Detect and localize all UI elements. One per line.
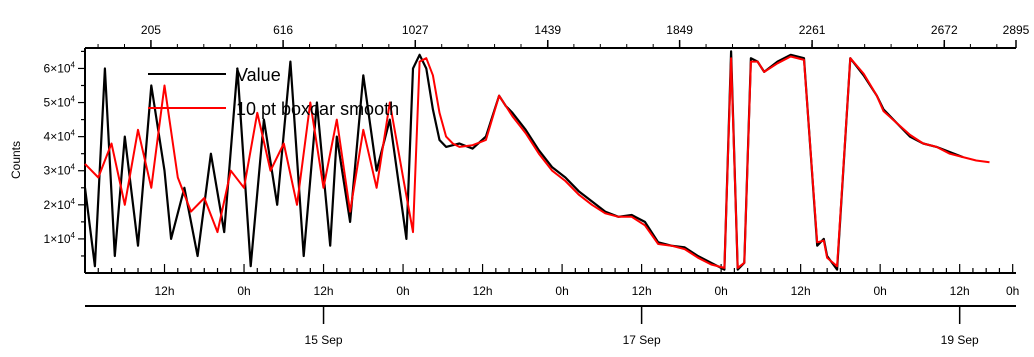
y-tick-label: 1×104 [44, 231, 76, 246]
plot-frame [85, 48, 1016, 273]
date-tick-label: 19 Sep [941, 333, 979, 347]
series-layer [85, 51, 990, 269]
y-tick-exponent: 4 [71, 231, 76, 240]
y-axis-label: Counts [9, 141, 23, 179]
y-tick-label: 2×104 [44, 197, 76, 212]
legend-label: Value [236, 65, 281, 85]
x-tick-label: 12h [314, 284, 334, 298]
top-axis: 205 616 1027 1439 1849 2261 2672 2895 [98, 23, 1030, 48]
top-tick-label: 205 [141, 23, 161, 37]
series-line [85, 51, 963, 269]
top-tick-label: 2672 [931, 23, 958, 37]
y-tick-exponent: 4 [71, 60, 76, 69]
x-tick-label: 12h [632, 284, 652, 298]
y-tick-exponent: 4 [71, 95, 76, 104]
y-tick-label: 6×104 [44, 60, 76, 75]
top-tick-label: 2261 [799, 23, 826, 37]
x-tick-label: 12h [950, 284, 970, 298]
bottom-axis: 12h 0h 12h 0h 12h 0h 12h 0h 12h 0h 12h 0h [98, 264, 1019, 298]
legend-label: 10 pt boxcar smooth [236, 99, 399, 119]
date-axis: 15 Sep 17 Sep 19 Sep [85, 306, 1016, 347]
x-tick-label: 0h [237, 284, 250, 298]
x-tick-label: 0h [396, 284, 409, 298]
date-tick-label: 17 Sep [623, 333, 661, 347]
x-tick-label: 0h [873, 284, 886, 298]
series-line [85, 57, 990, 268]
x-tick-label: 12h [473, 284, 493, 298]
x-tick-label: 0h [1006, 284, 1019, 298]
x-tick-label: 0h [714, 284, 727, 298]
top-tick-label: 1027 [402, 23, 429, 37]
date-tick-label: 15 Sep [305, 333, 343, 347]
y-tick-label: 5×104 [44, 95, 76, 110]
x-tick-label: 12h [155, 284, 175, 298]
y-tick-exponent: 4 [71, 197, 76, 206]
y-tick-exponent: 4 [71, 129, 76, 138]
top-tick-label: 2895 [1003, 23, 1030, 37]
x-tick-label: 0h [555, 284, 568, 298]
y-tick-label: 3×104 [44, 163, 76, 178]
y-tick-label: 4×104 [44, 129, 76, 144]
top-tick-label: 1849 [666, 23, 693, 37]
left-axis: 1×104 2×104 3×104 4×104 5×104 6×104 [44, 51, 85, 256]
x-tick-label: 12h [791, 284, 811, 298]
top-tick-label: 616 [273, 23, 293, 37]
y-tick-exponent: 4 [71, 163, 76, 172]
top-tick-label: 1439 [534, 23, 561, 37]
